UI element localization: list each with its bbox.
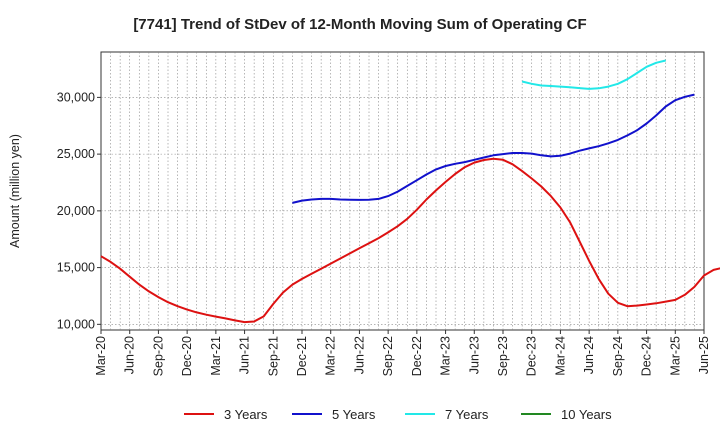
x-tick-label: Jun-20: [123, 336, 137, 374]
x-tick-label: Dec-24: [640, 336, 654, 376]
x-tick-label: Dec-23: [525, 336, 539, 376]
x-tick-label: Mar-24: [553, 336, 567, 376]
x-tick-label: Mar-22: [324, 336, 338, 376]
x-tick-label: Dec-20: [180, 336, 194, 376]
y-tick-label: 15,000: [57, 261, 95, 275]
y-tick-label: 25,000: [57, 147, 95, 161]
legend: 3 Years 5 Years 7 Years 10 Years: [184, 407, 612, 422]
x-tick-label: Mar-25: [668, 336, 682, 376]
x-tick-label: Dec-21: [295, 336, 309, 376]
series-line-7-years: [521, 59, 666, 90]
x-tick-label: Jun-23: [467, 336, 481, 374]
x-tick-label: Jun-24: [582, 336, 596, 374]
plot-area: [100, 51, 705, 331]
x-tick-label: Jun-21: [238, 336, 252, 374]
x-tick-label: Sep-21: [266, 336, 280, 376]
x-tick-label: Jun-25: [697, 336, 711, 374]
x-tick-label: Jun-22: [352, 336, 366, 374]
x-tick-label: Mar-21: [209, 336, 223, 376]
x-tick-label: Sep-24: [611, 336, 625, 376]
legend-label-3-years: 3 Years: [224, 407, 268, 422]
series-line-5-years: [292, 93, 695, 204]
y-axis-label: Amount (million yen): [8, 134, 22, 248]
x-tick-label: Sep-20: [151, 336, 165, 376]
y-axis-ticks: 10,000 15,000 20,000 25,000 30,000: [57, 90, 101, 331]
legend-label-5-years: 5 Years: [332, 407, 376, 422]
y-tick-label: 10,000: [57, 317, 95, 331]
y-tick-label: 20,000: [57, 204, 95, 218]
series-line-3-years: [100, 157, 720, 324]
x-tick-label: Sep-23: [496, 336, 510, 376]
legend-label-10-years: 10 Years: [561, 407, 612, 422]
x-tick-label: Dec-22: [410, 336, 424, 376]
x-axis-ticks: Mar-20 Jun-20 Sep-20 Dec-20 Mar-21 Jun-21 Sep-…: [94, 330, 711, 376]
legend-label-7-years: 7 Years: [445, 407, 489, 422]
chart-title: [7741] Trend of StDev of 12-Month Moving…: [133, 16, 586, 33]
series-lines: [100, 59, 720, 324]
grid-lines: [101, 52, 704, 330]
x-tick-label: Mar-20: [94, 336, 108, 376]
x-tick-label: Sep-22: [381, 336, 395, 376]
y-tick-label: 30,000: [57, 90, 95, 104]
x-tick-label: Mar-23: [439, 336, 453, 376]
